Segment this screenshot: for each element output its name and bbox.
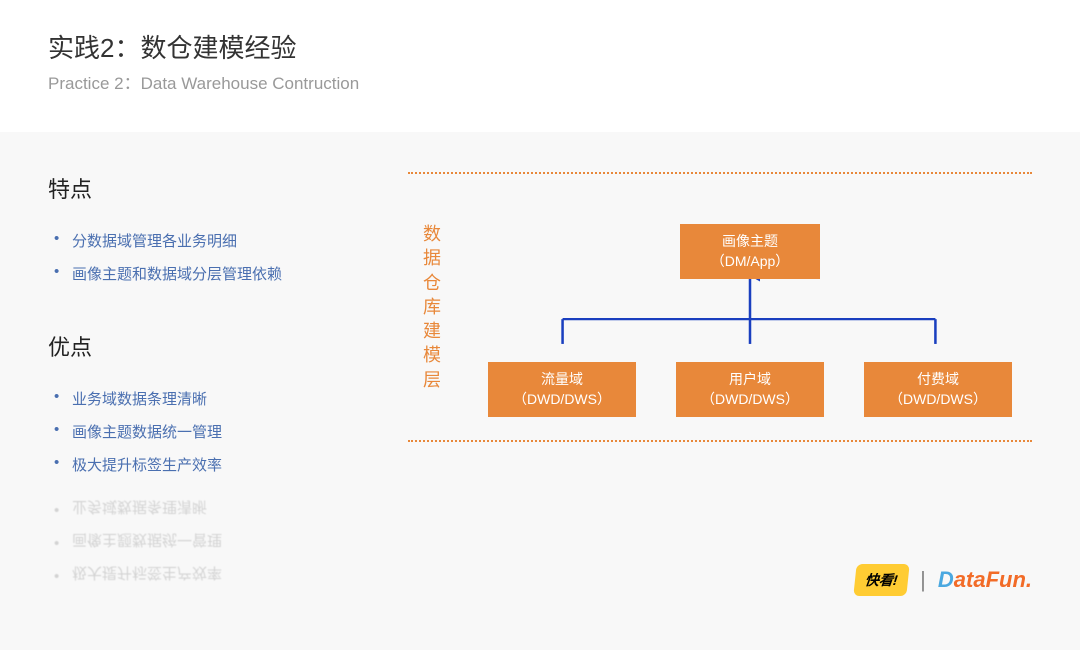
node-line2: （DWD/DWS） bbox=[874, 390, 1002, 410]
diagram-area: 画像主题 （DM/App） 流量域 （DWD/DWS） 用户域 （DWD/DWS… bbox=[488, 204, 1012, 390]
node-line1: 画像主题 bbox=[694, 232, 806, 252]
title-english: Practice 2：Data Warehouse Contruction bbox=[48, 69, 1032, 94]
diagram-container: 数据仓库建模层 画像主题 （DM/App） bbox=[408, 172, 1032, 442]
right-column: 数据仓库建模层 画像主题 （DM/App） bbox=[408, 172, 1032, 590]
list-item: 极大提升标签生产效率 bbox=[48, 557, 408, 590]
node-line1: 用户域 bbox=[686, 370, 814, 390]
title-chinese: 实践2：数仓建模经验 bbox=[48, 28, 1032, 65]
diagram-vertical-label: 数据仓库建模层 bbox=[422, 222, 442, 392]
datafun-logo: DataFun. bbox=[938, 567, 1032, 593]
features-list: 分数据域管理各业务明细 画像主题和数据域分层管理依赖 bbox=[48, 224, 408, 290]
node-line2: （DWD/DWS） bbox=[686, 390, 814, 410]
diagram-bottom-node: 用户域 （DWD/DWS） bbox=[676, 362, 824, 417]
list-item: 画像主题数据统一管理 bbox=[48, 415, 408, 448]
footer: 快看! | DataFun. bbox=[855, 564, 1032, 596]
list-item: 分数据域管理各业务明细 bbox=[48, 224, 408, 257]
node-line1: 付费域 bbox=[874, 370, 1002, 390]
node-line1: 流量域 bbox=[498, 370, 626, 390]
left-column: 特点 分数据域管理各业务明细 画像主题和数据域分层管理依赖 优点 业务域数据条理… bbox=[48, 172, 408, 590]
reflection-list: 极大提升标签生产效率 画像主题数据统一管理 业务域数据条理清晰 bbox=[48, 491, 408, 590]
diagram-bottom-node: 付费域 （DWD/DWS） bbox=[864, 362, 1012, 417]
list-item: 业务域数据条理清晰 bbox=[48, 491, 408, 524]
node-line2: （DWD/DWS） bbox=[498, 390, 626, 410]
list-item: 业务域数据条理清晰 bbox=[48, 382, 408, 415]
diagram-bottom-node: 流量域 （DWD/DWS） bbox=[488, 362, 636, 417]
diagram-bottom-row: 流量域 （DWD/DWS） 用户域 （DWD/DWS） 付费域 （DWD/DWS… bbox=[488, 362, 1012, 417]
list-item: 画像主题和数据域分层管理依赖 bbox=[48, 257, 408, 290]
list-item: 画像主题数据统一管理 bbox=[48, 524, 408, 557]
features-heading: 特点 bbox=[48, 172, 408, 204]
kuaikan-logo: 快看! bbox=[854, 564, 910, 596]
advantages-heading: 优点 bbox=[48, 330, 408, 362]
advantages-list: 业务域数据条理清晰 画像主题数据统一管理 极大提升标签生产效率 bbox=[48, 382, 408, 481]
list-item: 极大提升标签生产效率 bbox=[48, 448, 408, 481]
slide-header: 实践2：数仓建模经验 Practice 2：Data Warehouse Con… bbox=[0, 0, 1080, 104]
footer-divider: | bbox=[920, 567, 926, 593]
node-line2: （DM/App） bbox=[694, 252, 806, 272]
diagram-top-node: 画像主题 （DM/App） bbox=[680, 224, 820, 279]
